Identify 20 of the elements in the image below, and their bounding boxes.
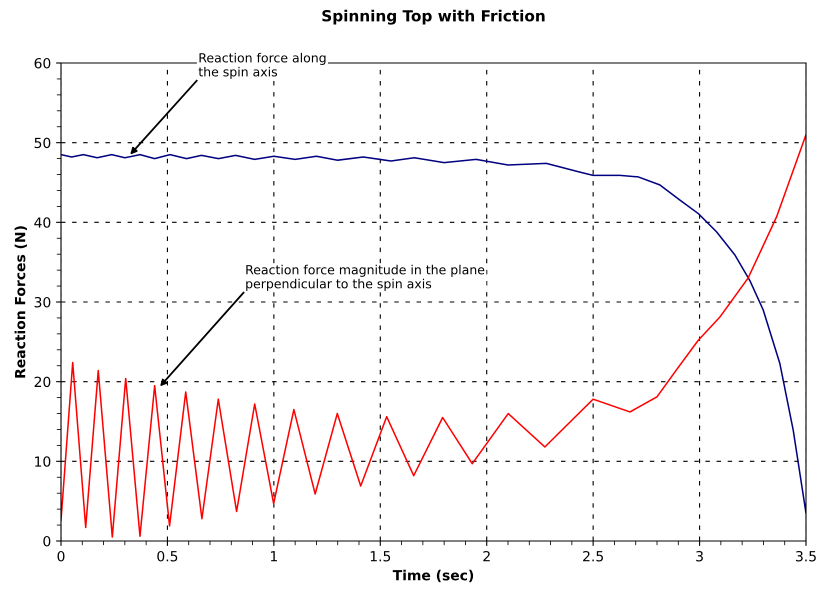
x-tick-label: 1: [270, 551, 277, 562]
y-tick-label: 30: [34, 296, 50, 308]
y-axis-title: Reaction Forces (N): [14, 226, 27, 378]
y-tick-label: 50: [34, 138, 50, 148]
x-tick-label: 3.5: [796, 550, 816, 562]
x-tick-label: 0: [57, 550, 64, 562]
y-tick-label: 10: [35, 456, 50, 467]
y-tick-label: 20: [34, 376, 50, 388]
y-tick-label: 0: [43, 536, 50, 546]
chart-title: Spinning Top with Friction: [322, 10, 545, 25]
annotation: Reaction force along the spin axis: [198, 52, 326, 79]
y-tick-label: 40: [34, 217, 50, 228]
x-tick-label: 0.5: [157, 550, 178, 562]
annotation: Reaction force magnitude in the plane perpendicular to the spin axis: [246, 264, 484, 291]
x-tick-label: 2.5: [583, 550, 603, 562]
x-tick-label: 2: [483, 550, 490, 562]
x-tick-label: 3: [696, 550, 703, 562]
x-axis-title: Time (sec): [392, 570, 474, 582]
y-tick-label: 60: [34, 58, 50, 68]
x-tick-label: 1.5: [370, 551, 390, 562]
